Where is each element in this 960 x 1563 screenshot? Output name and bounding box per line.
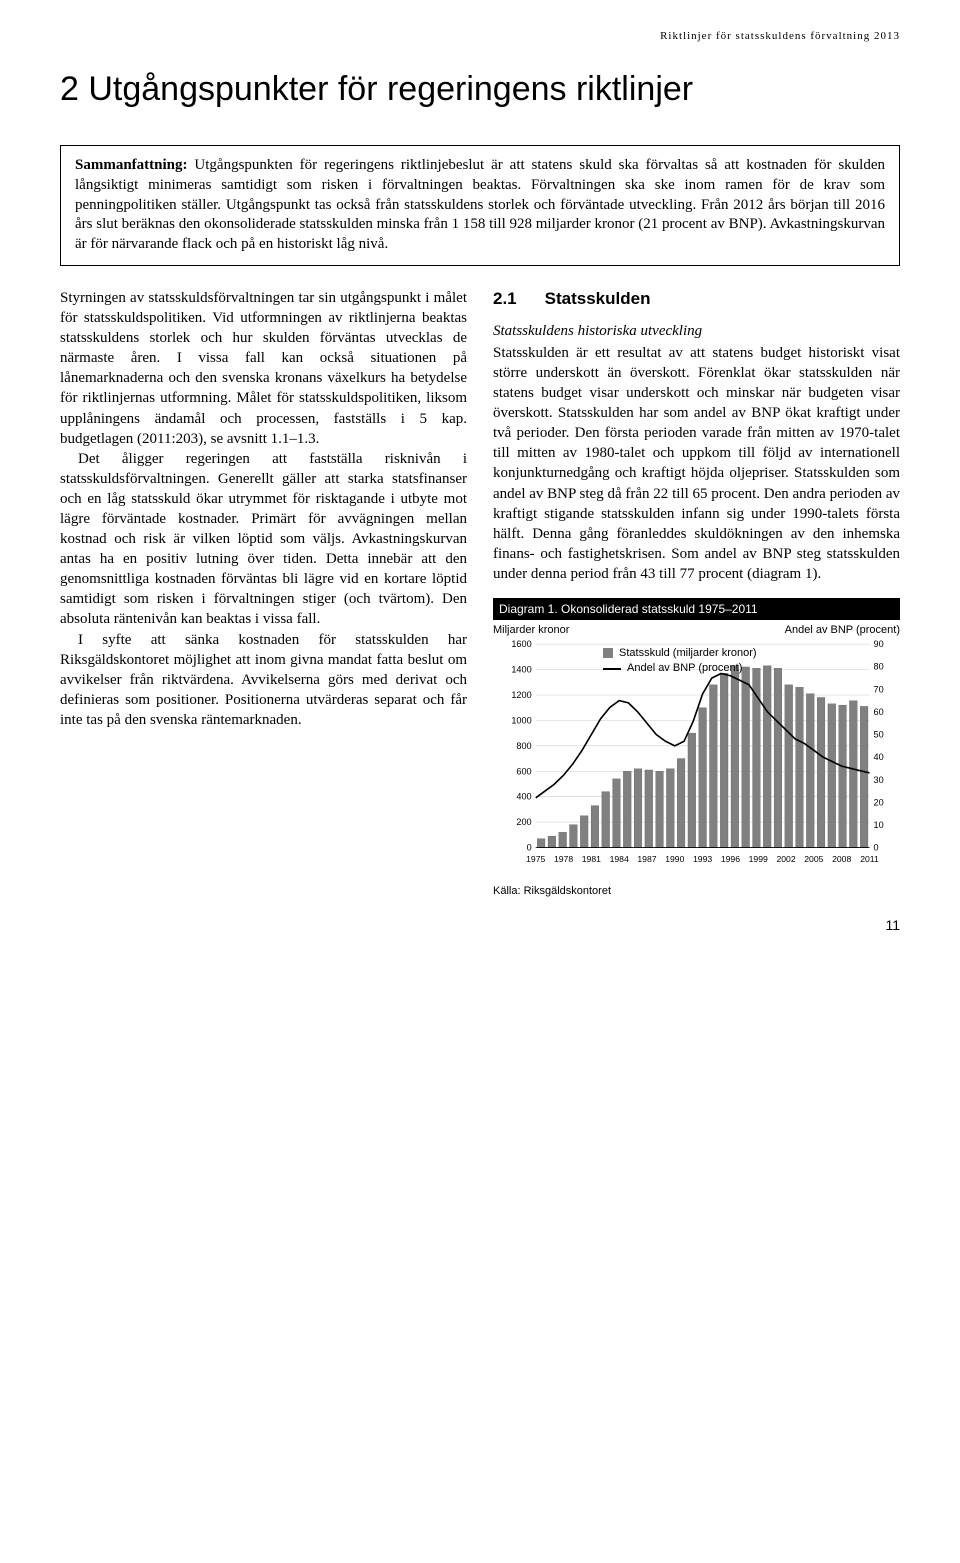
- summary-text: Utgångspunkten för regeringens riktlinje…: [75, 157, 885, 252]
- svg-text:1975: 1975: [526, 854, 545, 864]
- left-p3: I syfte att sänka kostnaden för statssku…: [60, 630, 467, 730]
- right-column: 2.1 Statsskulden Statsskuldens historiska…: [493, 288, 900, 899]
- legend-swatch-icon: [603, 648, 613, 658]
- svg-text:1990: 1990: [665, 854, 684, 864]
- svg-text:1987: 1987: [637, 854, 656, 864]
- left-axis-label: Miljarder kronor: [493, 623, 569, 638]
- right-axis-label: Andel av BNP (procent): [785, 623, 900, 638]
- svg-text:1000: 1000: [511, 715, 531, 725]
- legend-bar-label: Statsskuld (miljarder kronor): [619, 646, 757, 661]
- svg-text:10: 10: [874, 820, 884, 830]
- svg-text:1999: 1999: [749, 854, 768, 864]
- right-p1: Statsskulden är ett resultat av att stat…: [493, 343, 900, 584]
- section-title: Statsskulden: [545, 289, 651, 308]
- legend-line-label: Andel av BNP (procent): [627, 661, 742, 676]
- legend-row-bar: Statsskuld (miljarder kronor): [603, 646, 757, 661]
- svg-text:20: 20: [874, 797, 884, 807]
- svg-text:2002: 2002: [776, 854, 795, 864]
- svg-text:200: 200: [516, 817, 531, 827]
- chart-title: Diagram 1. Okonsoliderad statsskuld 1975…: [493, 598, 900, 620]
- left-p1: Styrningen av statsskuldsförvaltningen t…: [60, 288, 467, 449]
- svg-text:2005: 2005: [804, 854, 823, 864]
- legend-line-icon: [603, 668, 621, 670]
- summary-label: Sammanfattning:: [75, 157, 188, 173]
- svg-text:2011: 2011: [860, 854, 879, 864]
- svg-text:400: 400: [516, 792, 531, 802]
- svg-text:1978: 1978: [554, 854, 573, 864]
- svg-text:80: 80: [874, 662, 884, 672]
- svg-text:1996: 1996: [721, 854, 740, 864]
- page-title: 2 Utgångspunkter för regeringens riktlin…: [60, 70, 900, 109]
- two-column-layout: Styrningen av statsskuldsförvaltningen t…: [60, 288, 900, 899]
- svg-text:2008: 2008: [832, 854, 851, 864]
- svg-text:600: 600: [516, 766, 531, 776]
- svg-text:800: 800: [516, 741, 531, 751]
- chart-source: Källa: Riksgäldskontoret: [493, 884, 900, 899]
- svg-text:1400: 1400: [511, 664, 531, 674]
- svg-text:50: 50: [874, 729, 884, 739]
- svg-text:1200: 1200: [511, 690, 531, 700]
- svg-text:0: 0: [527, 842, 532, 852]
- svg-text:0: 0: [874, 842, 879, 852]
- left-p2: Det åligger regeringen att fastställa ri…: [60, 449, 467, 630]
- svg-text:90: 90: [874, 640, 884, 649]
- summary-box: Sammanfattning: Utgångspunkten för reger…: [60, 145, 900, 266]
- svg-text:1981: 1981: [582, 854, 601, 864]
- left-column: Styrningen av statsskuldsförvaltningen t…: [60, 288, 467, 899]
- svg-text:1993: 1993: [693, 854, 712, 864]
- svg-text:40: 40: [874, 752, 884, 762]
- svg-text:60: 60: [874, 707, 884, 717]
- section-heading: 2.1 Statsskulden: [493, 288, 900, 311]
- svg-text:70: 70: [874, 684, 884, 694]
- chart-area: 0 200 400 600 800 1000 1200 1400 1600 0 10 20 30 40 50…: [493, 640, 900, 880]
- svg-text:30: 30: [874, 775, 884, 785]
- running-header: Riktlinjer för statsskuldens förvaltning…: [60, 30, 900, 42]
- svg-text:1984: 1984: [610, 854, 629, 864]
- legend-row-line: Andel av BNP (procent): [603, 661, 757, 676]
- section-number: 2.1: [493, 289, 517, 308]
- chart-axis-labels: Miljarder kronor Andel av BNP (procent): [493, 620, 900, 640]
- page-number: 11: [60, 917, 900, 933]
- svg-text:1600: 1600: [511, 640, 531, 649]
- chart-container: Diagram 1. Okonsoliderad statsskuld 1975…: [493, 598, 900, 899]
- subheading: Statsskuldens historiska utveckling: [493, 321, 900, 341]
- chart-legend: Statsskuld (miljarder kronor) Andel av B…: [603, 646, 757, 677]
